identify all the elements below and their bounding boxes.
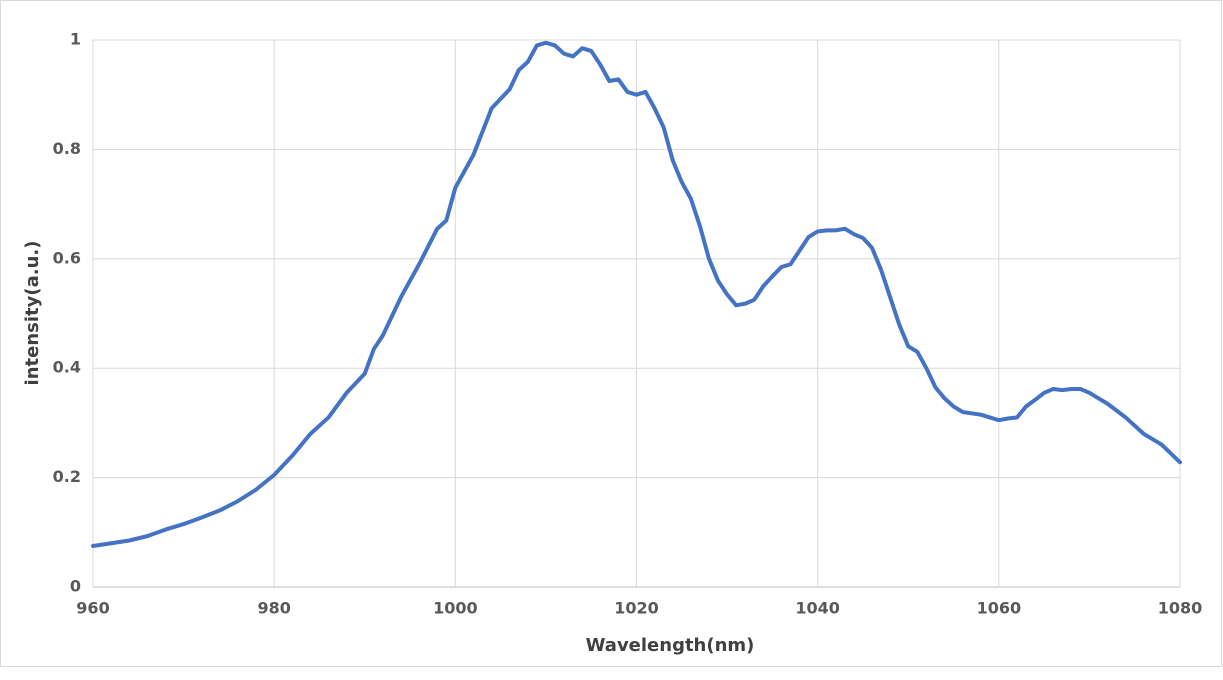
x-tick-label: 960 <box>76 599 109 618</box>
x-tick-label: 980 <box>257 599 290 618</box>
x-tick-label: 1020 <box>614 599 659 618</box>
x-tick-label: 1000 <box>433 599 478 618</box>
x-tick-label: 1040 <box>795 599 840 618</box>
y-tick-label: 0.2 <box>53 467 81 486</box>
x-tick-label: 1080 <box>1158 599 1203 618</box>
y-tick-label: 0.4 <box>53 358 81 377</box>
y-axis-title: intensity(a.u.) <box>22 241 43 386</box>
y-tick-label: 0.8 <box>53 139 81 158</box>
data-line <box>91 40 1182 548</box>
y-tick-label: 0 <box>70 577 81 596</box>
y-tick-label: 1 <box>70 30 81 49</box>
x-axis-title: Wavelength(nm) <box>586 635 755 656</box>
y-tick-label: 0.6 <box>53 248 81 267</box>
x-tick-label: 1060 <box>977 599 1022 618</box>
